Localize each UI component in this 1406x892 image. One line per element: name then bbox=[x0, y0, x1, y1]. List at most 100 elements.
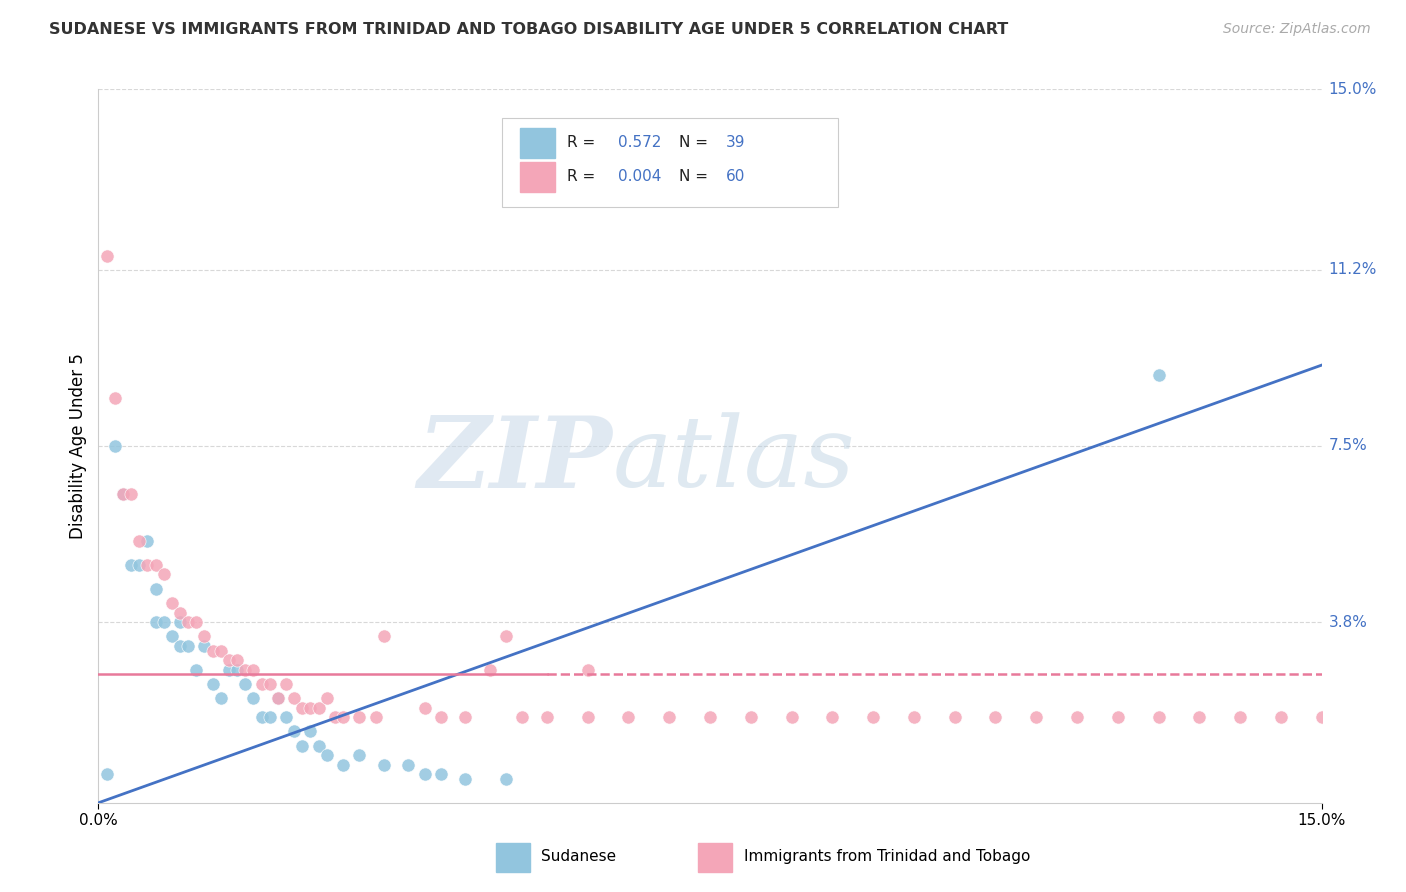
Point bbox=[226, 653, 249, 667]
Point bbox=[1310, 710, 1333, 724]
Point bbox=[1025, 710, 1047, 724]
Bar bbox=[520, 128, 555, 158]
Point bbox=[120, 486, 142, 500]
Point bbox=[160, 629, 183, 643]
Point bbox=[209, 643, 232, 657]
Point bbox=[984, 710, 1007, 724]
Point bbox=[315, 691, 337, 706]
Point bbox=[250, 677, 273, 691]
FancyBboxPatch shape bbox=[502, 118, 838, 207]
Text: Immigrants from Trinidad and Tobago: Immigrants from Trinidad and Tobago bbox=[744, 849, 1031, 863]
Point bbox=[128, 534, 150, 549]
Point bbox=[308, 739, 330, 753]
Point bbox=[233, 663, 256, 677]
Point bbox=[576, 710, 599, 724]
Point bbox=[242, 663, 264, 677]
Point bbox=[780, 710, 803, 724]
Point bbox=[373, 757, 395, 772]
Point bbox=[274, 710, 297, 724]
Point bbox=[332, 757, 354, 772]
Point bbox=[349, 748, 371, 763]
Point bbox=[1107, 710, 1129, 724]
Point bbox=[308, 700, 330, 714]
Point bbox=[1147, 710, 1170, 724]
Point bbox=[430, 710, 453, 724]
Point bbox=[145, 615, 167, 629]
Point bbox=[332, 710, 354, 724]
Point bbox=[495, 772, 517, 786]
Bar bbox=[520, 162, 555, 192]
Point bbox=[291, 700, 314, 714]
Point bbox=[349, 710, 371, 724]
Point bbox=[291, 739, 314, 753]
Text: 7.5%: 7.5% bbox=[1329, 439, 1367, 453]
Point bbox=[145, 582, 167, 596]
Point bbox=[201, 643, 224, 657]
Point bbox=[283, 724, 305, 739]
Point bbox=[218, 663, 240, 677]
Point bbox=[862, 710, 884, 724]
Point bbox=[323, 710, 346, 724]
Text: Sudanese: Sudanese bbox=[541, 849, 616, 863]
Text: 11.2%: 11.2% bbox=[1329, 262, 1376, 277]
Text: SUDANESE VS IMMIGRANTS FROM TRINIDAD AND TOBAGO DISABILITY AGE UNDER 5 CORRELATI: SUDANESE VS IMMIGRANTS FROM TRINIDAD AND… bbox=[49, 22, 1008, 37]
Point bbox=[740, 710, 762, 724]
Point bbox=[233, 677, 256, 691]
Point bbox=[821, 710, 844, 724]
Point bbox=[495, 629, 517, 643]
Point bbox=[259, 677, 281, 691]
Point bbox=[186, 615, 208, 629]
Text: 60: 60 bbox=[725, 169, 745, 185]
Point bbox=[177, 639, 200, 653]
Point bbox=[454, 772, 477, 786]
Point bbox=[111, 486, 134, 500]
Point bbox=[283, 691, 305, 706]
Point bbox=[315, 748, 337, 763]
Point bbox=[193, 629, 215, 643]
Point bbox=[1147, 368, 1170, 382]
Point bbox=[186, 663, 208, 677]
Text: 3.8%: 3.8% bbox=[1329, 615, 1368, 630]
Point bbox=[1188, 710, 1211, 724]
Point bbox=[454, 710, 477, 724]
Point bbox=[242, 691, 264, 706]
Point bbox=[104, 392, 127, 406]
Point bbox=[658, 710, 681, 724]
Point bbox=[1229, 710, 1251, 724]
Point bbox=[120, 558, 142, 572]
Point bbox=[169, 606, 191, 620]
Point bbox=[512, 710, 534, 724]
Point bbox=[299, 700, 322, 714]
Point bbox=[903, 710, 925, 724]
Text: Source: ZipAtlas.com: Source: ZipAtlas.com bbox=[1223, 22, 1371, 37]
Point bbox=[617, 710, 640, 724]
Point bbox=[364, 710, 387, 724]
Point bbox=[478, 663, 501, 677]
Point bbox=[536, 710, 558, 724]
Point bbox=[160, 596, 183, 610]
Point bbox=[226, 663, 249, 677]
Point bbox=[299, 724, 322, 739]
Point bbox=[111, 486, 134, 500]
Text: 0.572: 0.572 bbox=[619, 136, 662, 150]
Point bbox=[152, 567, 174, 582]
Point bbox=[201, 677, 224, 691]
Point bbox=[96, 767, 118, 781]
Y-axis label: Disability Age Under 5: Disability Age Under 5 bbox=[69, 353, 87, 539]
Point bbox=[104, 439, 127, 453]
Point bbox=[267, 691, 290, 706]
Point bbox=[413, 700, 436, 714]
Text: 39: 39 bbox=[725, 136, 745, 150]
Bar bbox=[496, 844, 530, 872]
Point bbox=[430, 767, 453, 781]
Point bbox=[1270, 710, 1292, 724]
Point bbox=[128, 558, 150, 572]
Text: R =: R = bbox=[567, 169, 600, 185]
Point bbox=[152, 615, 174, 629]
Point bbox=[145, 558, 167, 572]
Point bbox=[373, 629, 395, 643]
Point bbox=[943, 710, 966, 724]
Text: N =: N = bbox=[679, 169, 713, 185]
Text: R =: R = bbox=[567, 136, 600, 150]
Text: N =: N = bbox=[679, 136, 713, 150]
